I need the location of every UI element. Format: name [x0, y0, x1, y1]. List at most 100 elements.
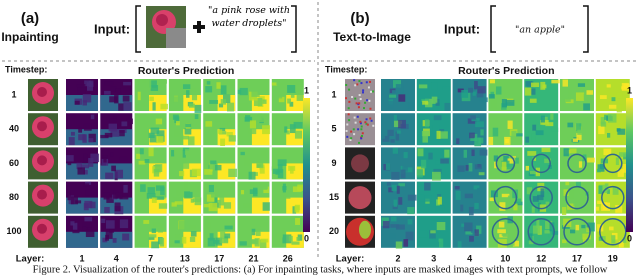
heatmap-texture	[149, 80, 157, 88]
heatmap-texture	[260, 238, 269, 243]
heatmap-texture	[148, 234, 157, 238]
heatmap-texture	[544, 158, 552, 164]
heatmap-texture	[194, 114, 199, 120]
heatmap-texture	[175, 189, 182, 197]
heatmap	[271, 215, 304, 248]
heatmap-texture	[456, 138, 460, 145]
heatmap-texture	[69, 216, 76, 224]
layer: 17	[572, 253, 582, 263]
heatmap-texture	[292, 206, 297, 214]
heatmap-texture	[581, 224, 586, 229]
heatmap-texture	[464, 222, 473, 232]
heatmap-texture	[395, 131, 400, 141]
heatmap-texture	[507, 195, 512, 201]
heatmap-texture	[224, 233, 231, 239]
heatmap-texture	[146, 193, 156, 199]
heatmap	[488, 113, 523, 146]
heatmap-texture	[148, 236, 155, 240]
image-flower	[37, 189, 47, 200]
heatmap-texture	[501, 161, 507, 171]
heatmap-texture	[576, 153, 584, 160]
heatmap-texture	[220, 138, 226, 147]
heatmap-texture	[219, 237, 229, 244]
heatmap-texture	[398, 183, 405, 187]
heatmap-texture	[473, 241, 482, 248]
heatmap-texture	[258, 184, 268, 190]
heatmap-texture	[432, 125, 440, 131]
heatmap-texture	[478, 172, 485, 176]
heatmap-texture	[568, 89, 572, 98]
heatmap	[237, 215, 270, 248]
heatmap-texture	[78, 134, 86, 141]
heatmap-texture	[295, 83, 300, 93]
heatmap-texture	[140, 101, 146, 108]
heatmap-texture	[616, 128, 621, 132]
input-label: Input:	[444, 21, 480, 36]
heatmap-texture	[287, 98, 291, 104]
timestep-label: Timestep:	[5, 64, 47, 74]
heatmap	[134, 215, 167, 249]
heatmap-texture	[137, 91, 141, 101]
heatmap-texture	[525, 165, 530, 171]
heatmap-texture	[219, 197, 225, 206]
heatmap-texture	[260, 218, 264, 227]
heatmap-texture	[492, 127, 499, 137]
heatmap-texture	[171, 149, 175, 157]
heatmap-texture	[474, 202, 479, 210]
noise	[365, 122, 368, 125]
heatmap-texture	[282, 227, 286, 237]
heatmap-texture	[282, 190, 291, 199]
heatmap	[452, 113, 487, 147]
sample-image	[345, 113, 375, 146]
heatmap-texture	[578, 161, 583, 168]
heatmap-texture	[262, 99, 267, 104]
heatmap-texture	[277, 169, 284, 179]
heatmap-texture	[282, 234, 292, 244]
heatmap-texture	[204, 169, 213, 175]
layer: 7	[148, 253, 153, 263]
heatmap-texture	[87, 227, 92, 231]
heatmap-texture	[114, 94, 119, 104]
heatmap-texture	[407, 207, 415, 215]
heatmap-texture	[72, 222, 78, 230]
heatmap-texture	[255, 229, 261, 236]
heatmap-texture	[206, 194, 216, 202]
heatmap-texture	[174, 240, 180, 244]
heatmap-texture	[402, 165, 408, 172]
heatmap-texture	[579, 203, 587, 209]
heatmap-texture	[103, 192, 110, 200]
heatmap	[134, 147, 167, 180]
heatmap-texture	[525, 81, 533, 87]
heatmap-texture	[126, 118, 133, 125]
heatmap-texture	[173, 96, 180, 103]
heatmap-texture	[503, 155, 509, 163]
heatmap-texture	[391, 184, 398, 192]
heatmap-texture	[513, 126, 522, 135]
heatmap	[271, 113, 304, 146]
heatmap-texture	[618, 152, 628, 157]
heatmap	[452, 79, 488, 111]
heatmap	[168, 215, 201, 248]
heatmap-texture	[606, 189, 610, 194]
heatmap-texture	[422, 206, 429, 213]
noise	[349, 139, 352, 142]
heatmap-texture	[104, 90, 111, 95]
heatmap-texture	[90, 114, 95, 120]
heatmap-texture	[249, 239, 256, 244]
heatmap-texture	[123, 102, 132, 111]
input-image	[146, 6, 186, 48]
heatmap-texture	[138, 160, 146, 165]
heatmap-texture	[110, 86, 117, 92]
heatmap-texture	[294, 130, 303, 139]
heatmap-texture	[548, 233, 555, 238]
heatmap	[416, 147, 451, 181]
heatmap-texture	[185, 123, 192, 128]
heatmap-texture	[392, 205, 398, 210]
heatmap-texture	[150, 85, 159, 91]
heatmap	[66, 215, 98, 248]
heatmap-texture	[479, 149, 488, 156]
heatmap-texture	[78, 127, 83, 133]
heatmap-texture	[136, 231, 142, 235]
heatmap-texture	[524, 87, 532, 96]
